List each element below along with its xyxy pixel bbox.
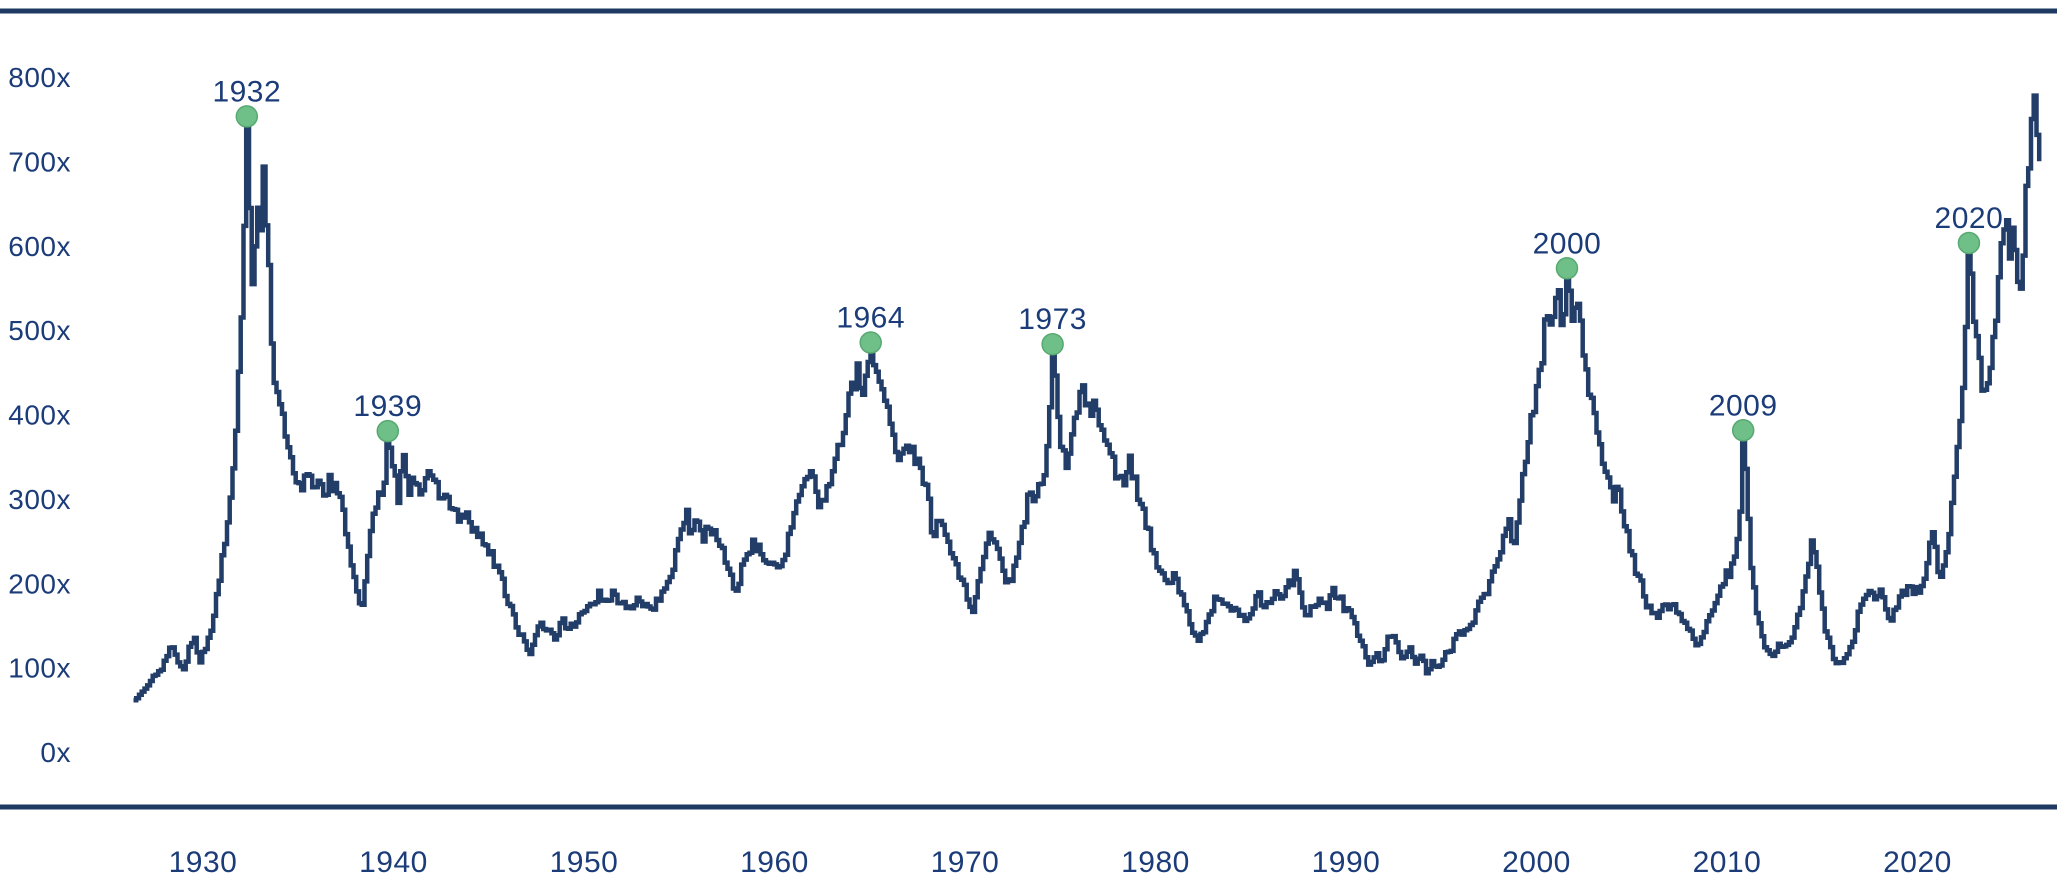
- peak-marker: [1041, 332, 1064, 356]
- series-line: [133, 93, 2042, 703]
- peak-marker: [1957, 231, 1981, 255]
- y-axis-tick-label: 200x: [8, 568, 71, 599]
- peak-marker: [1555, 257, 1579, 280]
- peak-marker: [1731, 419, 1755, 442]
- peak-label: 2009: [1709, 389, 1778, 422]
- x-axis-tick-label: 2020: [1883, 846, 1952, 879]
- x-axis-tick-label: 1970: [931, 846, 1000, 879]
- x-axis-tick-label: 1990: [1312, 846, 1381, 879]
- x-axis-line: [0, 804, 2057, 810]
- top-rule: [0, 8, 2057, 14]
- peak-marker: [859, 331, 882, 354]
- peak-label: 2020: [1935, 202, 2004, 235]
- y-axis-tick-label: 400x: [8, 400, 71, 431]
- y-axis-tick-label: 300x: [8, 484, 71, 515]
- x-axis-tick-label: 1980: [1121, 846, 1190, 879]
- peak-label: 1973: [1018, 303, 1087, 336]
- peak-marker: [376, 419, 400, 443]
- x-axis-tick-label: 1930: [169, 846, 238, 879]
- peak-label: 1932: [212, 75, 281, 108]
- peak-label: 2000: [1533, 227, 1602, 260]
- peak-label: 1964: [836, 302, 905, 335]
- x-axis-tick-label: 1960: [740, 846, 809, 879]
- x-axis-tick-label: 1940: [359, 846, 428, 879]
- peak-label: 1939: [353, 390, 422, 423]
- x-axis-tick-label: 2000: [1502, 846, 1571, 879]
- y-axis-tick-label: 0x: [40, 737, 71, 768]
- y-axis-tick-label: 600x: [8, 231, 71, 262]
- y-axis-tick-label: 700x: [8, 146, 71, 177]
- peak-marker: [235, 105, 259, 128]
- x-axis-tick-label: 2010: [1693, 846, 1762, 879]
- y-axis-tick-label: 800x: [8, 62, 71, 93]
- y-axis-tick-label: 500x: [8, 315, 71, 346]
- x-axis-tick-label: 1950: [550, 846, 619, 879]
- y-axis-tick-label: 100x: [8, 653, 71, 684]
